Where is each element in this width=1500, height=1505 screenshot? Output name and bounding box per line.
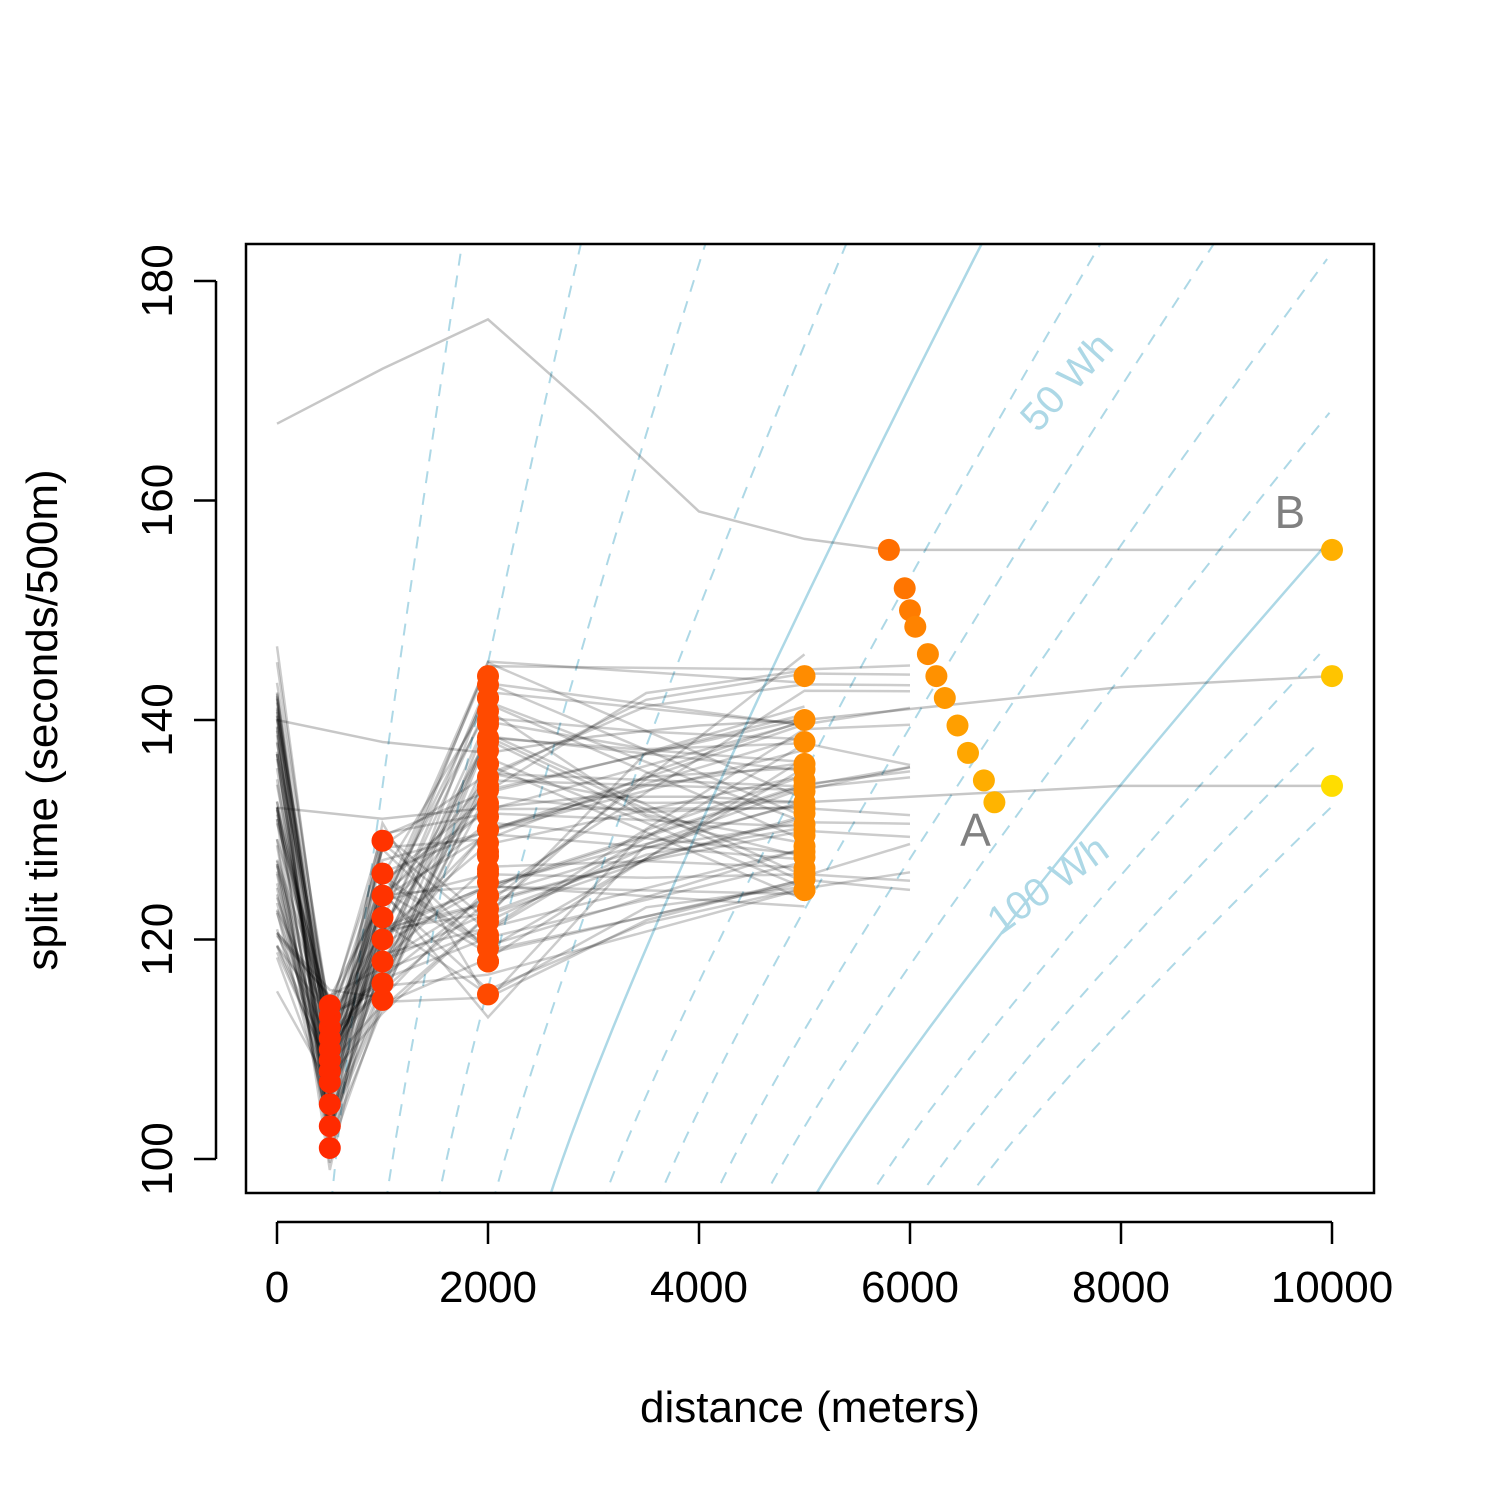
point-run-6	[925, 665, 948, 688]
x-tick-label-4000: 4000	[650, 1263, 748, 1312]
x-tick-label-6000: 6000	[861, 1263, 959, 1312]
athlete-line-30	[275, 664, 911, 1041]
power-contour-8	[715, 258, 1328, 1192]
point-label-b: B	[1274, 486, 1305, 538]
power-contour-11	[871, 653, 1321, 1192]
point-1000m-7	[371, 862, 394, 885]
y-tick-label-100: 100	[133, 1122, 182, 1195]
athlete-line-31	[275, 818, 805, 1038]
athlete-line-8	[275, 748, 805, 1025]
power-contour-12	[921, 741, 1320, 1192]
power-contour-2	[386, 245, 582, 1192]
point-run-2	[893, 577, 916, 600]
point-500m-2	[318, 1115, 341, 1138]
contour-label-1: 50 Wh	[1012, 324, 1122, 439]
point-2000m-fill	[477, 673, 499, 696]
plot-frame	[244, 242, 1376, 1195]
point-10000m-3	[1321, 538, 1343, 561]
point-run-7	[933, 687, 956, 709]
point-run-9	[957, 741, 979, 764]
power-contour-9	[765, 412, 1331, 1192]
point-500m-11	[318, 994, 341, 1017]
athlete-line-64	[275, 821, 805, 1018]
point-2000m-1	[477, 983, 499, 1006]
point-1000m-1	[371, 988, 394, 1011]
point-1000m-2	[371, 972, 394, 995]
y-tick-label-160: 160	[133, 464, 182, 537]
y-tick-label-140: 140	[133, 683, 182, 756]
power-contour-10	[815, 543, 1328, 1192]
point-10000m-2	[1321, 665, 1343, 688]
x-axis-title: distance (meters)	[640, 1383, 980, 1432]
y-tick-label-120: 120	[133, 903, 182, 976]
power-contour-1	[331, 245, 463, 1192]
athlete-line-42	[275, 715, 911, 1044]
athlete-line-67	[275, 761, 805, 1135]
point-5000m-8	[793, 731, 816, 753]
power-contour-4	[494, 245, 847, 1192]
athlete-line-66	[276, 765, 911, 1000]
power-contour-5	[549, 245, 983, 1192]
point-500m-1	[318, 1137, 341, 1159]
point-run-8	[946, 714, 969, 737]
point-1000m-8	[371, 829, 394, 852]
point-run-4	[904, 615, 927, 638]
point-500m-3	[318, 1093, 341, 1116]
athlete-line-54	[275, 753, 911, 1013]
point-1000m-6	[371, 884, 394, 907]
power-contour-13	[971, 807, 1332, 1192]
point-1000m-4	[371, 928, 394, 951]
x-tick-label-0: 0	[265, 1263, 289, 1312]
point-5000m-9	[793, 709, 816, 731]
point-run-5	[916, 643, 939, 666]
series-line-1	[276, 317, 1332, 552]
series-line-2	[276, 674, 1333, 755]
point-10000m-1	[1321, 774, 1343, 797]
y-tick-label-180: 180	[133, 244, 182, 317]
point-1000m-3	[371, 950, 394, 973]
point-1000m-5	[371, 906, 394, 929]
athlete-line-18	[275, 695, 911, 1045]
series-line-3	[276, 784, 1332, 821]
y-axis-title: split time (seconds/500m)	[18, 469, 67, 970]
point-run-10	[972, 769, 995, 792]
athlete-line-52	[275, 698, 805, 1056]
power-contour-3	[438, 245, 707, 1192]
x-tick-label-2000: 2000	[439, 1263, 537, 1312]
contour-label-2: 100 Wh	[979, 827, 1116, 944]
power-contour-6	[605, 245, 1102, 1192]
point-5000m-fill	[793, 758, 816, 781]
x-tick-label-8000: 8000	[1072, 1263, 1170, 1312]
point-5000m-10	[793, 665, 816, 688]
athlete-line-43	[275, 738, 805, 1017]
athlete-line-55	[275, 794, 805, 1022]
point-run-1	[877, 538, 900, 561]
point-label-a: A	[960, 804, 991, 856]
power-contour-7	[660, 245, 1215, 1192]
point-run-11	[983, 791, 1006, 814]
x-tick-label-10000: 10000	[1271, 1263, 1393, 1312]
athlete-line-62	[275, 742, 911, 1040]
